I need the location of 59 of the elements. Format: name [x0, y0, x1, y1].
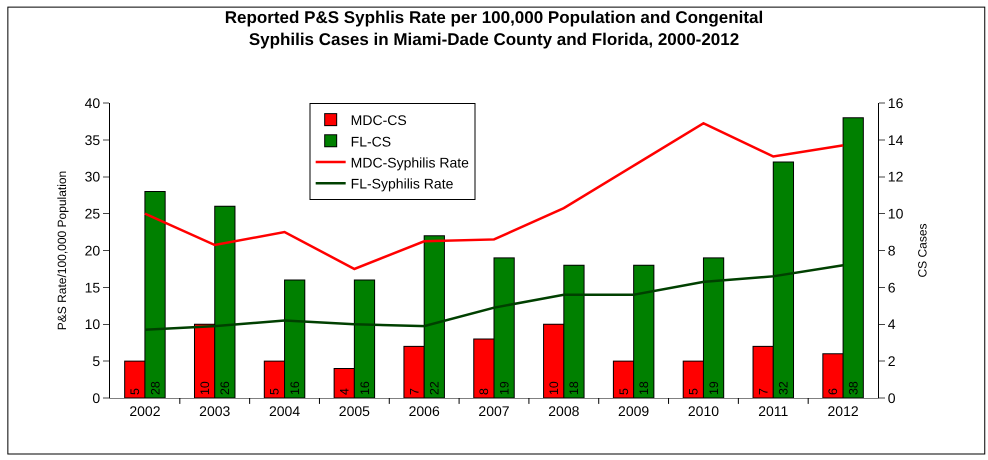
y2-axis-title: CS Cases — [915, 223, 930, 278]
y-tick-label: 0 — [92, 390, 100, 406]
y2-tick-label: 10 — [888, 206, 904, 222]
y-tick-label: 5 — [92, 353, 100, 370]
x-tick-label: 2006 — [408, 402, 440, 419]
data-label: 28 — [148, 381, 162, 395]
y2-tick-label: 16 — [888, 94, 904, 111]
y2-tick-label: 6 — [888, 279, 896, 296]
y-tick-label: 40 — [84, 94, 100, 111]
data-label: 16 — [358, 381, 372, 395]
data-label: 4 — [338, 388, 352, 395]
y2-tick-label: 8 — [888, 242, 896, 258]
y-tick-label: 25 — [84, 206, 100, 222]
data-label: 19 — [706, 381, 721, 395]
y-tick-label: 30 — [84, 168, 100, 185]
data-label: 6 — [826, 388, 840, 395]
data-label: 32 — [776, 381, 791, 395]
data-label: 19 — [497, 381, 512, 395]
data-label: 5 — [616, 388, 631, 395]
data-label: 18 — [637, 381, 652, 395]
y-tick-label: 35 — [84, 132, 100, 148]
data-label: 5 — [686, 388, 701, 395]
y2-tick-label: 12 — [888, 168, 904, 185]
x-tick-label: 2010 — [688, 402, 720, 419]
data-label: 22 — [428, 381, 442, 395]
data-label: 10 — [198, 381, 212, 395]
data-label: 26 — [218, 381, 232, 395]
y-tick-label: 20 — [84, 242, 100, 258]
data-label: 16 — [288, 381, 302, 395]
line-series — [144, 264, 844, 332]
data-label: 8 — [477, 388, 492, 395]
y2-tick-label: 2 — [888, 353, 896, 370]
data-label: 7 — [407, 388, 422, 395]
data-label: 5 — [268, 388, 282, 395]
legend-label: MDC-Syphilis Rate — [350, 154, 470, 170]
x-tick-label: 2007 — [478, 402, 510, 419]
data-label: 38 — [846, 381, 860, 395]
data-label: 5 — [128, 388, 142, 395]
data-label: 10 — [546, 381, 561, 395]
chart-title: Reported P&S Syphlis Rate per 100,000 Population and Congenital Syphilis Cases in Miami-Dade County and Florida, 2000-2012 — [224, 8, 764, 50]
y-tick-label: 15 — [84, 279, 100, 296]
y-tick-label: 10 — [84, 316, 100, 332]
data-label: 7 — [756, 388, 770, 395]
legend-label: MDC-CS — [350, 112, 407, 128]
x-tick-label: 2012 — [828, 402, 859, 419]
legend-label: FL-Syphilis Rate — [350, 176, 454, 192]
legend-label: FL-CS — [350, 133, 392, 150]
y2-tick-label: 0 — [888, 390, 896, 406]
x-tick-label: 2004 — [268, 402, 300, 419]
x-tick-label: 2009 — [618, 402, 650, 419]
x-tick-label: 2008 — [548, 402, 580, 419]
x-tick-label: 2002 — [129, 402, 161, 419]
data-label: 18 — [567, 381, 582, 395]
x-tick-label: 2011 — [758, 402, 789, 419]
x-tick-label: 2003 — [199, 402, 231, 419]
y-axis-title: P&S Rate/100,000 Population — [54, 170, 69, 330]
y2-tick-label: 14 — [888, 132, 904, 148]
y2-tick-label: 4 — [888, 316, 896, 332]
x-tick-label: 2005 — [338, 402, 370, 419]
